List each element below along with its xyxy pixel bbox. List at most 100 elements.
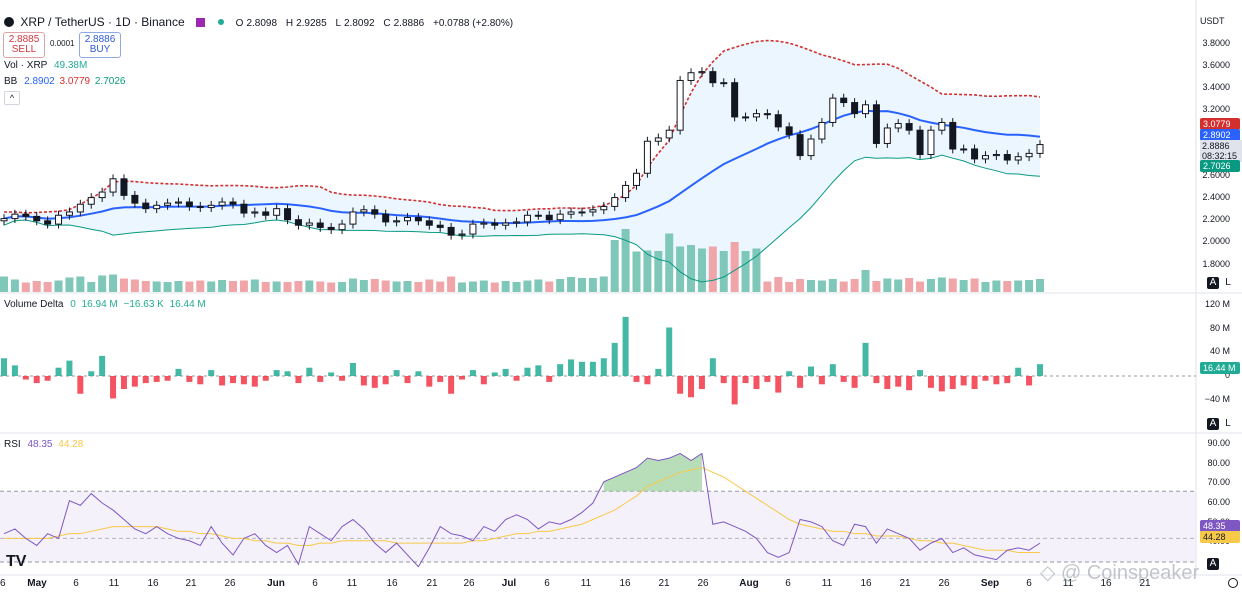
volume-bar — [556, 279, 565, 292]
volume-delta-bar — [230, 376, 237, 384]
volume-delta-bar — [426, 376, 433, 387]
log-scale-button[interactable]: L — [1225, 277, 1231, 288]
volume-bar — [872, 281, 881, 292]
price-tick-label: 2.2000 — [1202, 214, 1230, 224]
volume-bar — [327, 282, 336, 292]
volume-delta-bar — [731, 376, 738, 405]
volume-bar — [109, 274, 118, 292]
volume-bar — [261, 282, 270, 292]
volume-delta-bar — [557, 364, 564, 376]
vd-log-scale-button[interactable]: L — [1225, 418, 1231, 429]
volume-delta-bar — [971, 376, 978, 390]
candle-body — [491, 222, 499, 226]
volume-bar — [567, 277, 576, 292]
time-tick-label: 21 — [185, 578, 197, 589]
last-price-tag: 2.8886 08:32:15 — [1200, 140, 1242, 162]
volume-bar — [54, 280, 63, 292]
price-tick-label: 3.6000 — [1202, 60, 1230, 70]
volume-bar — [305, 280, 314, 292]
volume-bar — [577, 278, 586, 292]
volume-delta-bar — [840, 376, 847, 382]
volume-delta-bar — [11, 365, 18, 376]
volume-delta-bar — [829, 364, 836, 376]
candle-body — [916, 129, 924, 156]
vd-auto-scale-button[interactable]: A — [1207, 418, 1219, 430]
volume-legend[interactable]: Vol · XRP 49.38M — [4, 60, 88, 71]
candle-body — [185, 201, 193, 207]
time-tick-label: 26 — [697, 578, 709, 589]
time-tick-label: 6 — [544, 578, 550, 589]
volume-bar — [490, 282, 499, 292]
tradingview-logo: TV — [6, 553, 27, 570]
candle-body — [829, 97, 837, 123]
volume-bar — [283, 282, 292, 292]
volume-delta-bar — [524, 367, 531, 376]
candle-body — [207, 204, 215, 209]
volume-bar — [76, 276, 85, 292]
volume-bar — [174, 281, 183, 292]
volume-delta-legend[interactable]: Volume Delta 0 16.94 M −16.63 K 16.44 M — [4, 299, 206, 310]
market-status-icon — [218, 19, 225, 25]
volume-bar — [1025, 280, 1034, 292]
rsi-auto-scale-button[interactable]: A — [1207, 558, 1219, 570]
volume-delta-bar — [371, 376, 378, 388]
volume-bar — [697, 248, 706, 292]
candle-body — [643, 140, 651, 174]
volume-bar — [545, 281, 554, 292]
candle-body — [600, 205, 608, 211]
candle-body — [818, 121, 826, 140]
candle-body — [938, 121, 946, 131]
volume-delta-bar — [568, 359, 575, 376]
rsi-legend[interactable]: RSI 48.35 44.28 — [4, 439, 84, 450]
auto-scale-button[interactable]: A — [1207, 277, 1219, 289]
time-tick-label: 21 — [899, 578, 911, 589]
candle-body — [872, 104, 880, 144]
candle-body — [76, 203, 84, 213]
volume-delta-bar — [142, 376, 149, 384]
bb-legend[interactable]: BB 2.8902 3.0779 2.7026 — [4, 76, 126, 87]
rsi-line — [3, 452, 1041, 568]
currency-label[interactable]: USDT — [1200, 16, 1225, 26]
rsi-overbought-fill — [603, 453, 702, 492]
volume-bar — [163, 282, 172, 292]
volume-delta-bar — [153, 376, 160, 382]
volume-delta-bar — [284, 371, 291, 376]
volume-bar — [970, 278, 979, 292]
bb-lower-line — [3, 154, 1041, 283]
candle-body — [774, 114, 782, 128]
time-tick-label: 16 — [860, 578, 872, 589]
sell-button[interactable]: 2.8885 SELL — [3, 32, 45, 58]
volume-delta-bar — [415, 371, 422, 376]
volume-delta-bar — [120, 376, 127, 390]
price-tick-label: 2.0000 — [1202, 236, 1230, 246]
candle-body — [949, 121, 957, 150]
time-tick-label: Jun — [267, 578, 285, 589]
volume-bar — [708, 246, 717, 292]
settings-gear-icon[interactable] — [1228, 578, 1238, 588]
symbol-title[interactable]: XRP / TetherUS · 1D · Binance — [20, 15, 185, 29]
volume-bar — [392, 281, 401, 292]
time-tick-label: 26 — [224, 578, 236, 589]
volume-bar — [588, 278, 597, 292]
candle-body — [371, 209, 379, 215]
buy-button[interactable]: 2.8886 BUY — [79, 32, 121, 58]
time-tick-label: 21 — [658, 578, 670, 589]
volume-delta-bar — [208, 370, 215, 376]
volume-bar — [850, 279, 859, 292]
candle-body — [611, 197, 619, 207]
volume-bar — [152, 281, 161, 292]
volume-bar — [785, 282, 794, 292]
volume-bar — [130, 279, 139, 292]
volume-delta-bar — [644, 376, 651, 385]
candle-body — [436, 224, 444, 228]
volume-bar — [141, 281, 150, 292]
flag-icon[interactable] — [195, 18, 205, 27]
time-tick-label: 16 — [386, 578, 398, 589]
candle-body — [894, 123, 902, 129]
volume-bar — [196, 280, 205, 292]
candle-body — [98, 191, 106, 199]
candle-body — [665, 129, 673, 139]
collapse-legend-button[interactable]: ^ — [4, 91, 20, 105]
